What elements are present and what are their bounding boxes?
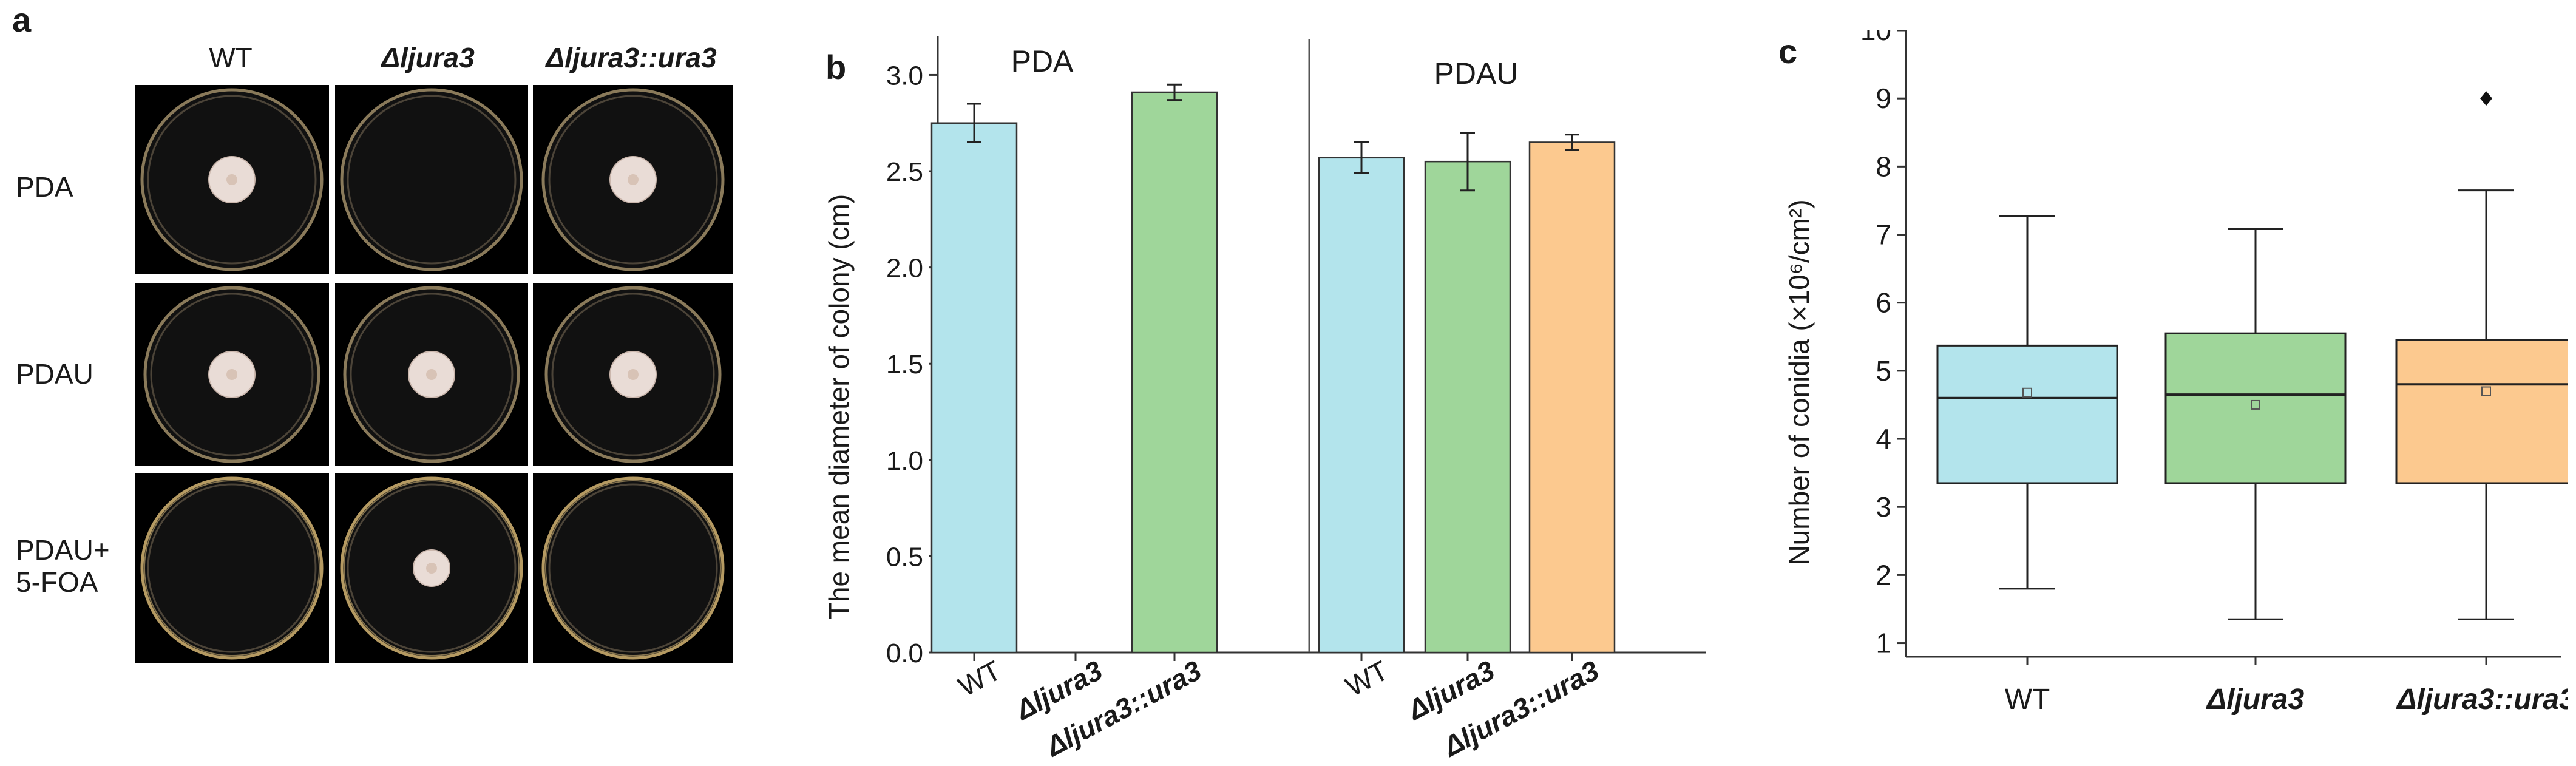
plate-2-3 [533,283,733,466]
chart-b-ytick-label: 1.5 [886,350,923,379]
chart-b-ytick-label: 1.0 [886,446,923,476]
col-label-ljura3-ura3: Δljura3::ura3 [546,42,717,73]
plate-1-1 [135,85,329,274]
row-label-pda: PDA [16,171,73,203]
panel-b-letter: b [825,48,847,86]
row-label-pdau: PDAU [16,358,93,390]
chart-c-outlier [2480,91,2492,106]
chart-b-ytick-label: 2.5 [886,157,923,187]
panel-c-letter: c [1778,32,1798,70]
plate-1-3 [533,85,733,274]
chart-b-bar-1-2 [1528,141,1616,654]
chart-c-mean-marker [2481,386,2491,396]
chart-c-box-1 [2164,332,2347,484]
col-label-ljura3: Δljura3 [381,42,475,73]
chart-b-bar-0-2 [1131,91,1218,654]
chart-b-ytick-label: 0.5 [886,542,923,572]
chart-c-ytick-label: 6 [1876,287,1891,319]
plate-3-3 [533,473,733,663]
chart-b-bar-1-0 [1318,157,1405,654]
chart-c-ytick-label: 9 [1876,83,1891,114]
chart-b-xtick-label: WT [1340,654,1394,702]
chart-c-ytick-label: 5 [1876,355,1891,387]
chart-b-group-label-pdau: PDAU [1434,56,1519,90]
chart-b-ytick-label: 0.0 [886,639,923,668]
col-label-wt: WT [209,42,253,73]
chart-c-ytick-label: 2 [1876,559,1891,591]
chart-b-bar-0-0 [930,122,1018,654]
chart-c-mean-marker [2251,399,2260,410]
plate-2-2 [335,283,528,466]
chart-b-bar-1-1 [1424,160,1511,654]
row-label-pdau-5foa: PDAU+ 5-FOA [16,534,110,598]
chart-c-box-0 [1936,344,2118,484]
chart-c-ytick-label: 8 [1876,151,1891,182]
plate-1-2 [335,85,528,274]
chart-c-xtick-label: WT [2005,683,2050,716]
panel-a-letter: a [12,1,32,39]
plate-2-1 [135,283,329,466]
chart-b-xtick-label: WT [953,654,1006,702]
chart-c-xtick-label: Δljura3 [2206,683,2305,716]
chart-c-ytick-label: 1 [1876,628,1891,659]
chart-c-mean-marker [2022,387,2032,398]
chart-c-ytick-label: 10 [1860,30,1891,46]
chart-c-ylabel: Number of conidia (×10⁶/cm²) [1783,199,1815,565]
plate-3-1 [135,473,329,663]
chart-b-group-label-pda: PDA [1011,44,1074,78]
chart-c-ytick-label: 4 [1876,423,1891,455]
chart-c-xtick-label: Δljura3::ura3 [2396,683,2568,716]
chart-c-ytick-label: 7 [1876,219,1891,251]
chart-b-ylabel: The mean diameter of colony (cm) [823,194,855,620]
chart-c-ytick-label: 3 [1876,491,1891,523]
chart-b-ytick-label: 3.0 [886,61,923,90]
plate-3-2 [335,473,528,663]
chart-c-box-2 [2395,339,2568,484]
chart-b-ytick-label: 2.0 [886,254,923,283]
chart-b-colony-diameter: 0.00.51.01.52.02.53.0WT Δljura3Δljura3::u… [823,36,1706,763]
